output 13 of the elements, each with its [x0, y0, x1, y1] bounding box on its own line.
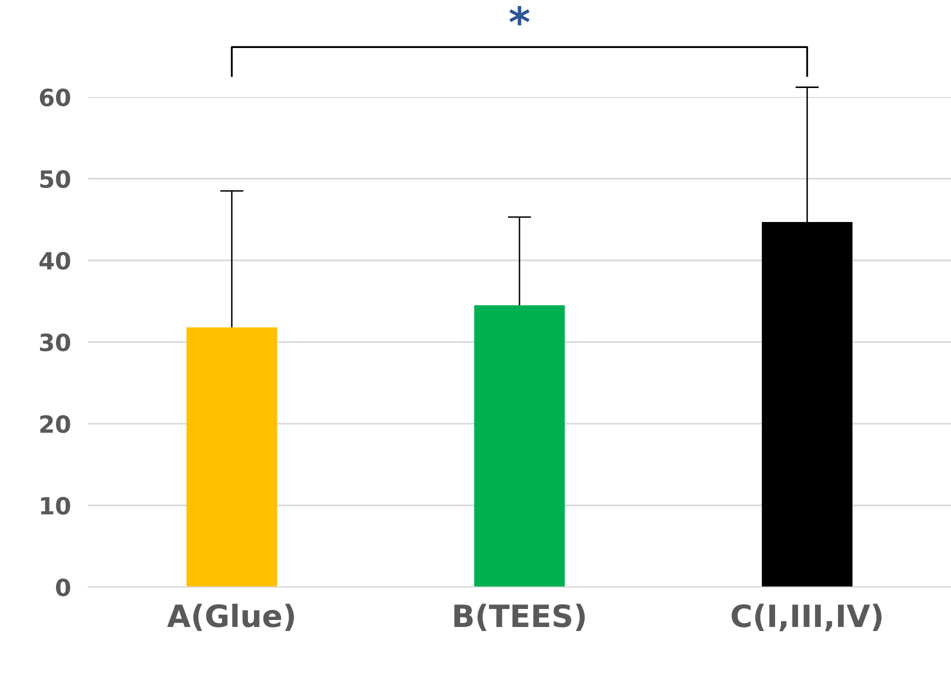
- y-tick-label: 20: [40, 415, 70, 434]
- x-tick-label: A(Glue): [167, 604, 294, 631]
- text: *: [509, 6, 530, 26]
- y-tick-label: 10: [41, 496, 70, 515]
- y-tick-label: 50: [40, 170, 70, 188]
- bar: [474, 305, 565, 588]
- bar: [186, 327, 278, 588]
- x-tick-label: B(TEES): [454, 604, 585, 631]
- x-tick-label: C(I,III,IV): [732, 604, 882, 632]
- y-tick-label: 30: [40, 334, 70, 352]
- y-tick-label: 60: [40, 88, 70, 106]
- y-tick-label: 40: [40, 252, 70, 270]
- y-tick-label: 0: [56, 578, 70, 596]
